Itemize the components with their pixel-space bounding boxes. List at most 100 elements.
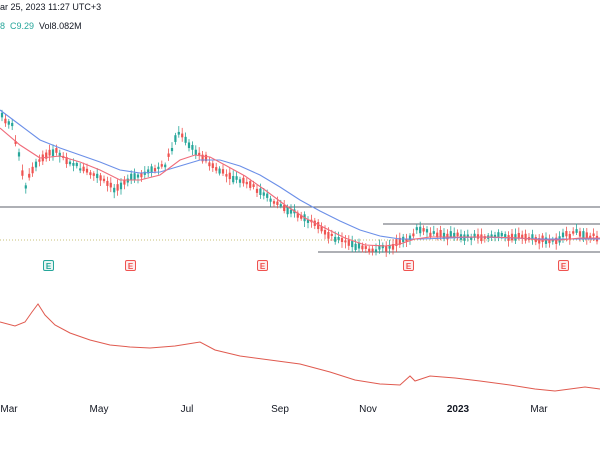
candle-body [65, 157, 68, 165]
candle-body [395, 239, 398, 247]
candle-body [7, 121, 10, 125]
candle-body [136, 174, 140, 178]
candle-body [364, 246, 367, 249]
candle-body [24, 185, 27, 189]
candle-body [500, 232, 503, 237]
candle-body [116, 184, 119, 191]
candle-body [391, 244, 395, 250]
candle-body [565, 230, 568, 237]
candle-body [34, 161, 38, 168]
candle-body [92, 173, 95, 176]
x-axis-label: Sep [271, 404, 289, 415]
candle-body [255, 188, 259, 193]
candle-body [589, 235, 592, 238]
fast-moving-average-line [0, 127, 600, 247]
candle-body [167, 153, 170, 157]
candle-body [269, 198, 272, 202]
header-close-value: C9.29 [10, 21, 35, 31]
candle-body [89, 172, 92, 176]
candle-body [0, 112, 4, 118]
candle-body [381, 244, 384, 249]
earnings-marker[interactable]: E [558, 260, 569, 271]
earnings-marker[interactable]: E [43, 260, 54, 271]
candle-body [412, 233, 415, 237]
candle-body [170, 147, 174, 152]
x-axis-label: Mar [530, 404, 548, 415]
candle-body [283, 205, 286, 212]
candle-body [330, 233, 333, 236]
candle-body [585, 232, 588, 240]
candle-body [79, 168, 82, 171]
candle-body [408, 235, 412, 240]
candle-body [82, 166, 85, 172]
candle-body [544, 237, 548, 244]
candle-body [262, 192, 265, 196]
candle-body [21, 170, 24, 176]
candle-body [531, 234, 534, 240]
candle-body [126, 178, 129, 183]
candle-body [517, 232, 520, 238]
chart-header-values: 8 C9.29 Vol8.082M [0, 21, 82, 31]
earnings-marker[interactable]: E [257, 260, 268, 271]
candle-body [85, 168, 89, 173]
candle-body [361, 245, 364, 250]
candle-body [422, 228, 425, 232]
candle-body [504, 234, 507, 238]
candle-body [578, 231, 582, 237]
candle-body [470, 237, 473, 240]
candle-body [466, 234, 469, 238]
candle-body [45, 152, 48, 159]
candle-body [357, 242, 361, 249]
candle-body [14, 141, 17, 144]
candle-body [48, 149, 51, 156]
candle-body [235, 176, 238, 180]
candle-body [201, 154, 204, 162]
candle-body [490, 234, 493, 238]
candle-body [242, 177, 245, 184]
candle-body [473, 233, 476, 238]
earnings-marker[interactable]: E [403, 260, 414, 271]
candle-body [385, 246, 388, 252]
candle-body [272, 201, 276, 204]
candle-body [245, 181, 248, 185]
candle-body [289, 209, 293, 214]
candle-body [296, 212, 299, 218]
candle-body [320, 226, 323, 232]
candle-body [351, 241, 354, 248]
earnings-marker[interactable]: E [125, 260, 136, 271]
candle-body [160, 164, 163, 167]
candle-body [368, 248, 371, 253]
header-partial-symbol: 8 [0, 21, 6, 31]
candle-body [96, 173, 99, 179]
candle-body [28, 173, 31, 178]
candle-body [55, 148, 58, 153]
candle-body [191, 144, 194, 150]
candle-body [568, 233, 571, 240]
candle-body [225, 174, 228, 177]
candle-body [340, 238, 344, 243]
candle-body [147, 169, 150, 174]
candle-body [592, 233, 595, 237]
candle-body [187, 142, 191, 149]
x-axis-label-year: 2023 [446, 404, 470, 415]
candle-body [109, 182, 112, 188]
candle-body [252, 184, 255, 187]
chart-header-date: ar 25, 2023 11:27 UTC+3 [0, 2, 102, 12]
candle-body [17, 152, 21, 157]
candle-body [106, 180, 109, 186]
candle-body [415, 227, 418, 231]
candle-body [133, 173, 136, 181]
candle-body [68, 161, 72, 165]
candle-body [113, 187, 116, 193]
candle-body [432, 231, 435, 234]
candle-body [75, 162, 78, 167]
candle-body [204, 154, 208, 162]
candle-body [184, 136, 187, 143]
candle-body [99, 175, 102, 181]
candle-body [4, 118, 7, 124]
x-axis-label: May [89, 404, 109, 415]
candle-body [279, 204, 282, 207]
candle-body [72, 163, 75, 166]
